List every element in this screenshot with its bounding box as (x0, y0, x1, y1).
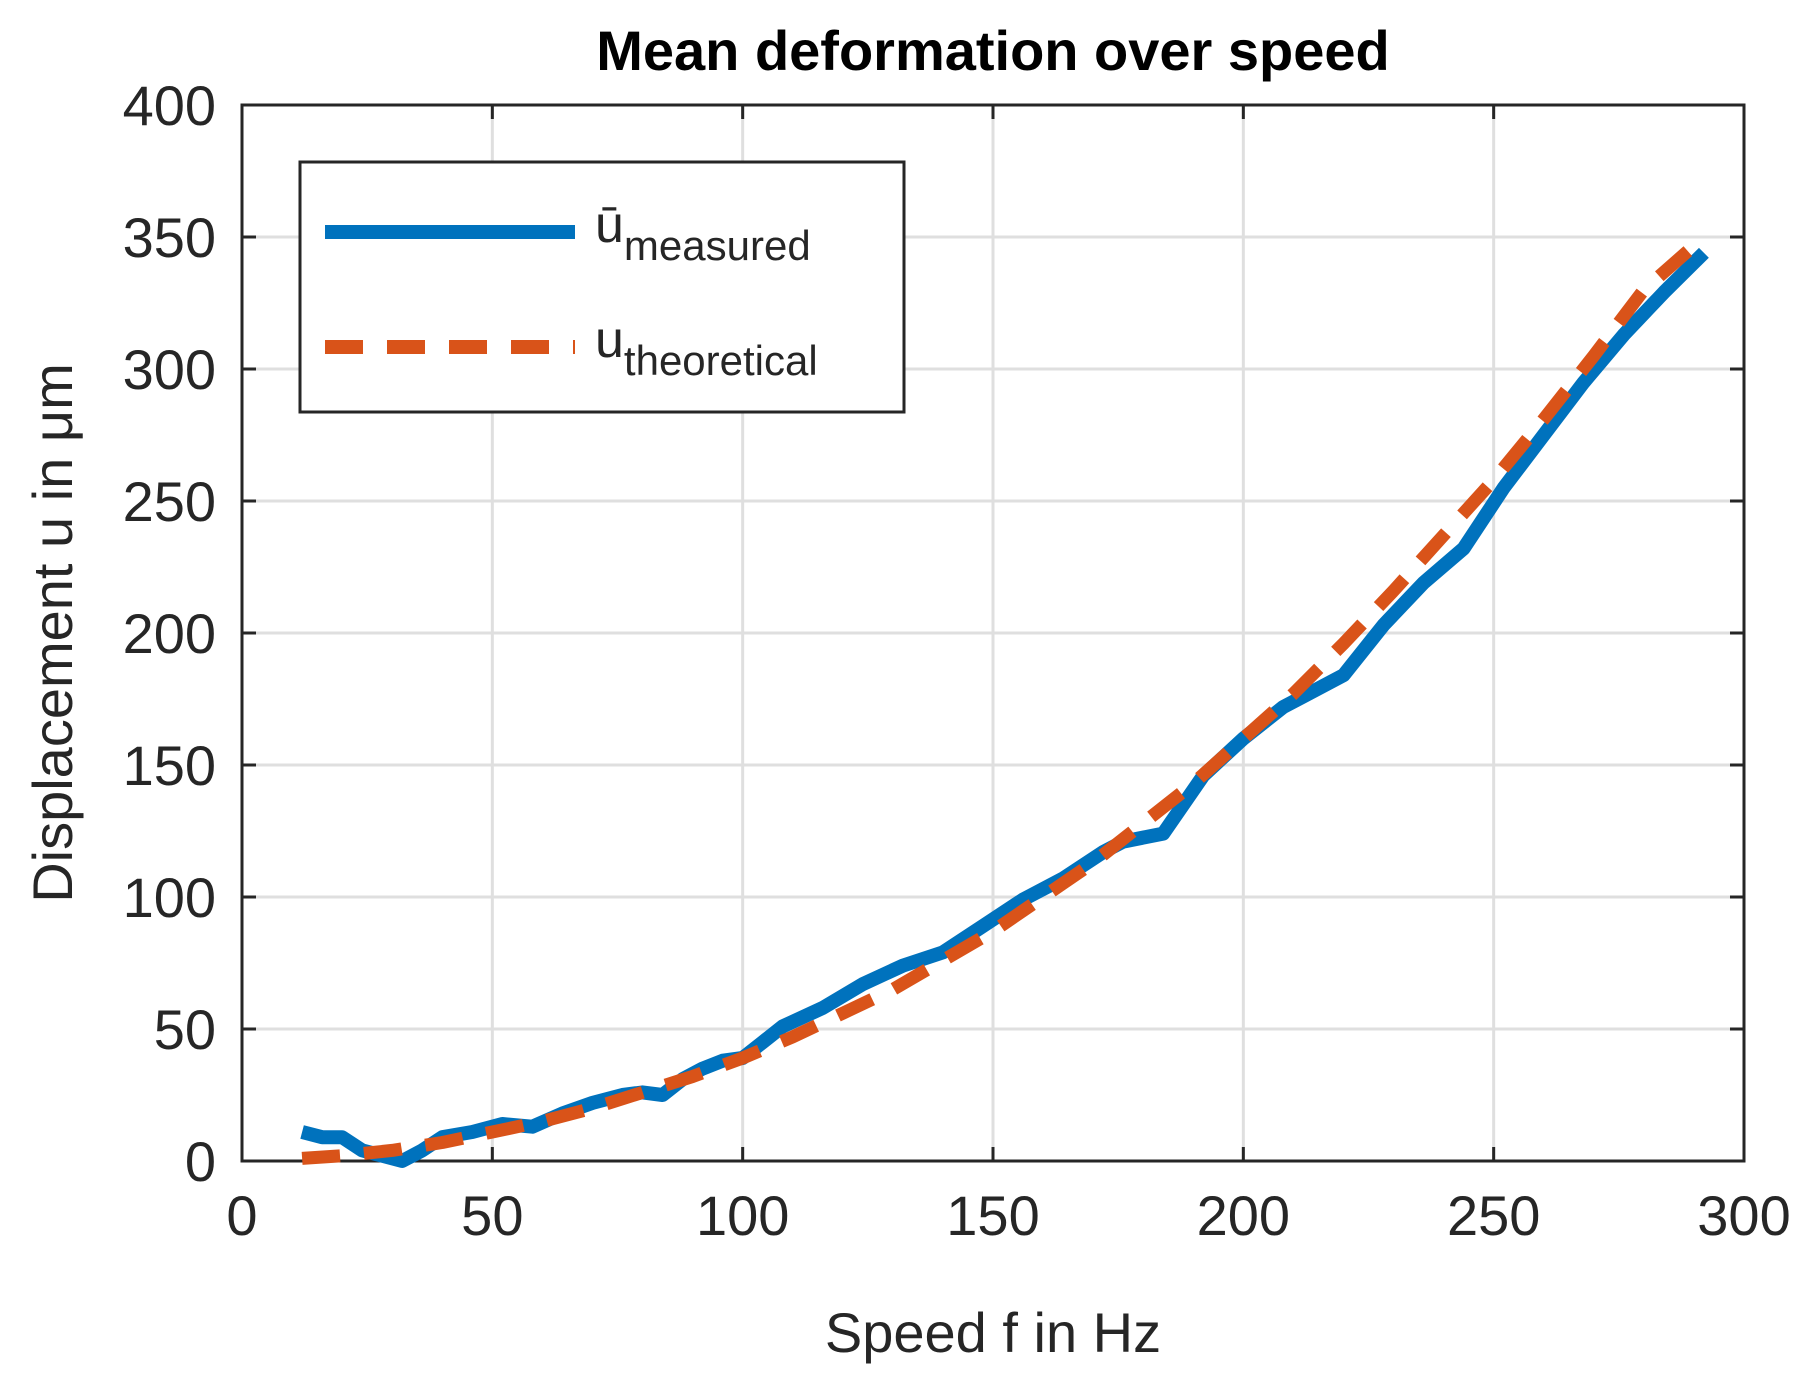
legend-label-theoretical: utheoretical (595, 311, 818, 384)
legend-symbol-measured: ū (595, 196, 624, 254)
legend-subscript-theoretical: theoretical (624, 337, 818, 384)
y-tick-label: 0 (185, 1130, 216, 1193)
x-tick-label: 150 (946, 1184, 1039, 1247)
series-layer (300, 232, 1709, 1168)
y-tick-label: 200 (123, 602, 216, 665)
x-tick-label: 300 (1697, 1184, 1790, 1247)
y-axis-label: Displacement u in μm (21, 363, 84, 903)
x-tick-label: 0 (226, 1184, 257, 1247)
legend-subscript-measured: measured (624, 222, 811, 269)
chart-title: Mean deformation over speed (596, 19, 1390, 82)
x-tick-label: 100 (696, 1184, 789, 1247)
ticks: 0 50 100 150 200 250 300 0 50 100 150 200 250 300 350 4… (123, 74, 1791, 1247)
y-tick-label: 150 (123, 734, 216, 797)
y-tick-label: 50 (154, 998, 216, 1061)
legend: ūmeasured utheoretical (298, 160, 906, 414)
x-tick-label: 200 (1197, 1184, 1290, 1247)
y-tick-label: 350 (123, 206, 216, 269)
y-tick-label: 300 (123, 338, 216, 401)
y-tick-label: 250 (123, 470, 216, 533)
y-tick-label: 400 (123, 74, 216, 137)
legend-symbol-theoretical: u (595, 311, 624, 369)
legend-label-measured: ūmeasured (595, 196, 811, 269)
legend-box (298, 160, 906, 414)
x-tick-label: 50 (461, 1184, 523, 1247)
x-tick-label: 250 (1447, 1184, 1540, 1247)
x-axis-label: Speed f in Hz (825, 1301, 1161, 1364)
y-tick-label: 100 (123, 866, 216, 929)
